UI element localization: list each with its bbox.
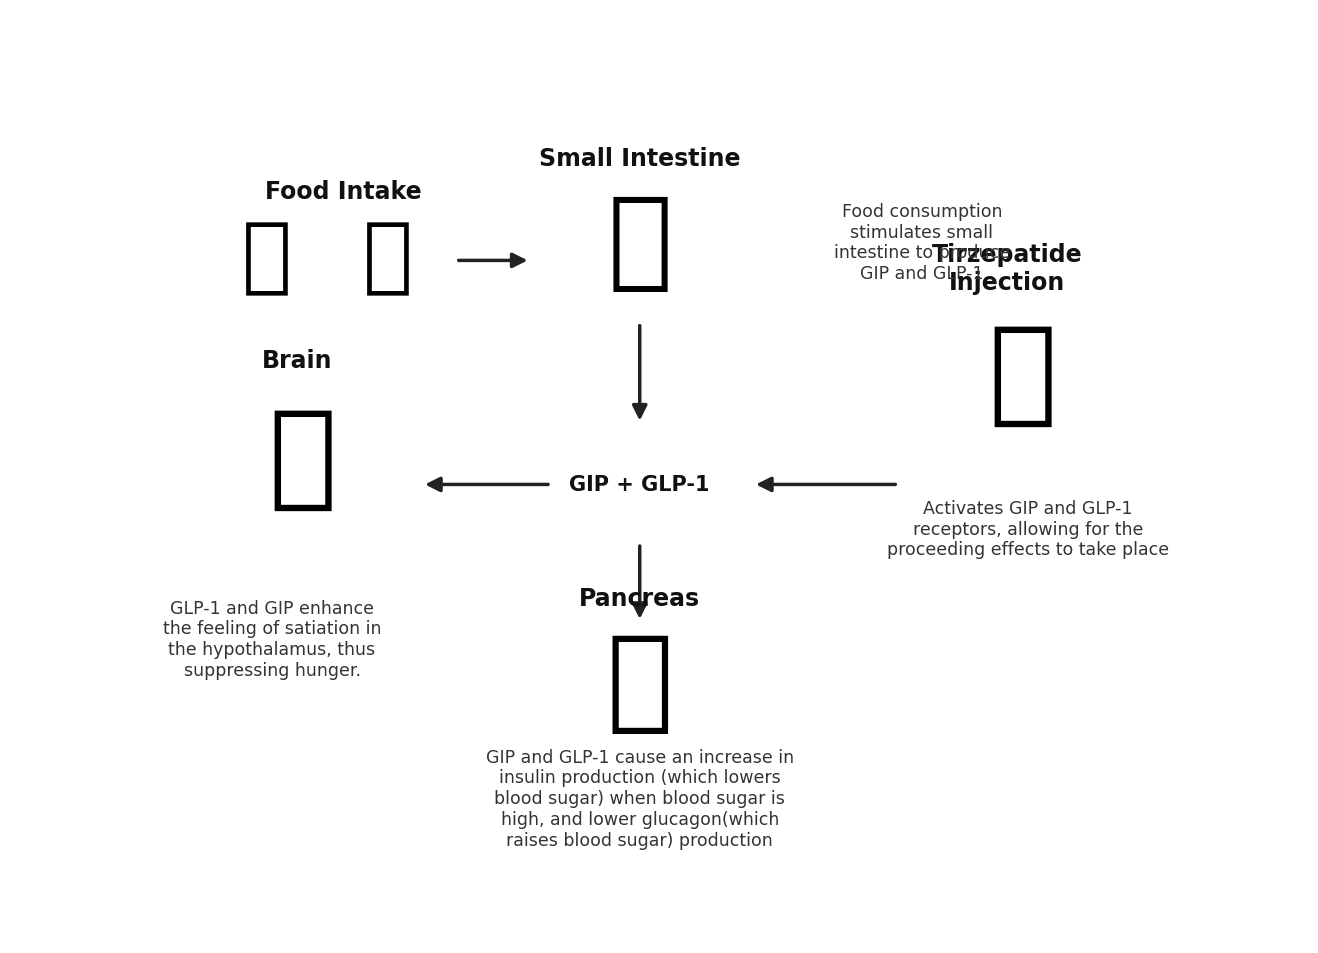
Text: Food Intake: Food Intake: [265, 179, 422, 203]
Text: 🍔: 🍔: [243, 217, 291, 298]
Text: 🪸: 🪸: [608, 190, 672, 295]
Text: 🍕: 🍕: [362, 217, 413, 298]
Text: GIP and GLP-1 cause an increase in
insulin production (which lowers
blood sugar): GIP and GLP-1 cause an increase in insul…: [485, 748, 793, 849]
Text: Activates GIP and GLP-1
receptors, allowing for the
proceeding effects to take p: Activates GIP and GLP-1 receptors, allow…: [887, 499, 1169, 558]
Text: Brain: Brain: [262, 348, 332, 373]
Text: GIP + GLP-1: GIP + GLP-1: [569, 475, 710, 495]
Text: Food consumption
stimulates small
intestine to produce
GIP and GLP-1: Food consumption stimulates small intest…: [834, 203, 1010, 283]
Text: Pancreas: Pancreas: [579, 587, 700, 611]
Text: 🫀: 🫀: [606, 630, 673, 737]
Text: Tirzepatide
Injection: Tirzepatide Injection: [932, 243, 1083, 294]
Text: 💉: 💉: [988, 319, 1057, 431]
Text: Small Intestine: Small Intestine: [539, 147, 741, 171]
Text: 🧠: 🧠: [269, 404, 337, 515]
Text: GLP-1 and GIP enhance
the feeling of satiation in
the hypothalamus, thus
suppres: GLP-1 and GIP enhance the feeling of sat…: [162, 598, 381, 679]
